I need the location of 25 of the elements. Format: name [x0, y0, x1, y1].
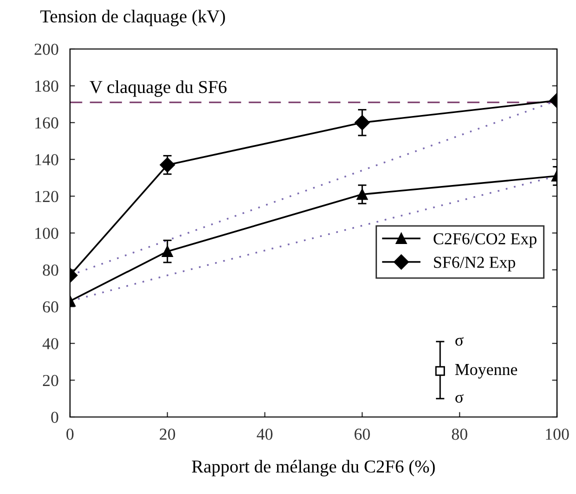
x-tick-label: 0: [66, 428, 74, 440]
x-axis-title: Rapport de mélange du C2F6 (%): [192, 460, 435, 476]
y-axis-title: Tension de claquage (kV): [40, 10, 225, 26]
legend-label: C2F6/CO2 Exp: [434, 233, 536, 248]
y-tick-label: 0: [51, 412, 58, 423]
x-tick-label: 60: [354, 428, 370, 440]
annotation: σ: [455, 337, 464, 346]
y-tick-label: 40: [42, 338, 58, 350]
y-tick-label: 60: [42, 301, 58, 313]
annotation: σ: [455, 394, 464, 403]
x-tick-label: 100: [546, 428, 569, 440]
ref-line-label: V claquage du SF6: [90, 80, 227, 97]
y-tick-label: 160: [35, 117, 58, 129]
y-tick-label: 180: [35, 80, 58, 92]
y-tick-label: 80: [42, 264, 58, 276]
y-tick-label: 140: [35, 154, 58, 166]
y-tick-label: 20: [42, 374, 58, 386]
x-tick-label: 80: [452, 428, 468, 440]
y-tick-label: 100: [35, 228, 58, 239]
annotation: Moyenne: [455, 364, 518, 379]
legend-label: SF6/N2 Exp: [434, 256, 516, 272]
y-tick-label: 120: [35, 190, 58, 202]
x-tick-label: 20: [160, 428, 176, 440]
x-tick-label: 40: [256, 428, 272, 440]
y-tick-label: 200: [34, 44, 58, 55]
